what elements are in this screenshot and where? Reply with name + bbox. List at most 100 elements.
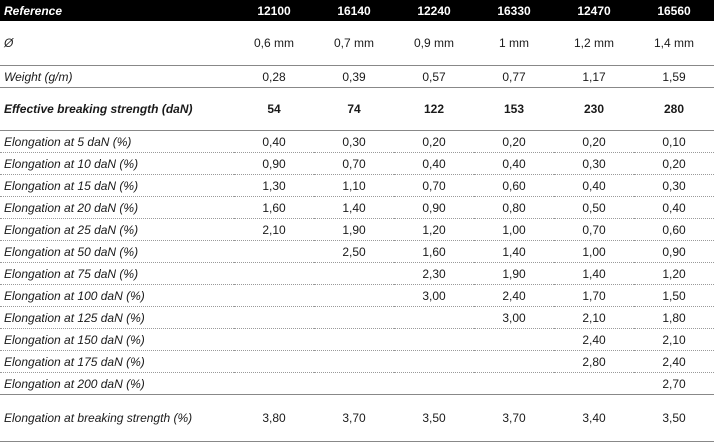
cell-value: 1,17 bbox=[554, 65, 634, 88]
cell-value: 0,50 bbox=[554, 196, 634, 219]
cell-value bbox=[394, 328, 474, 351]
cell-value: 2,30 bbox=[394, 262, 474, 285]
cell-value: 2,10 bbox=[234, 218, 314, 241]
cell-value: 0,6 mm bbox=[234, 21, 314, 66]
cell-value: 3,70 bbox=[474, 394, 554, 442]
elongation-row: Elongation at 125 daN (%) 3,00 2,10 1,80 bbox=[0, 306, 714, 329]
row-label: Elongation at breaking strength (%) bbox=[0, 394, 234, 442]
cell-value: 1,60 bbox=[234, 196, 314, 219]
cell-value: 0,40 bbox=[554, 174, 634, 197]
cell-value: 1,50 bbox=[634, 284, 714, 307]
cell-value: 3,70 bbox=[314, 394, 394, 442]
cell-value bbox=[314, 284, 394, 307]
header-label: Reference bbox=[0, 0, 234, 21]
cell-value: 122 bbox=[394, 87, 474, 131]
row-label: Elongation at 200 daN (%) bbox=[0, 372, 234, 395]
elongation-row: Elongation at 50 daN (%) 2,50 1,60 1,40 1,00… bbox=[0, 240, 714, 263]
cell-value bbox=[314, 372, 394, 395]
cell-value: 3,80 bbox=[234, 394, 314, 442]
cell-value: 230 bbox=[554, 87, 634, 131]
row-label: Effective breaking strength (daN) bbox=[0, 87, 234, 131]
cell-value bbox=[474, 372, 554, 395]
row-label: Elongation at 50 daN (%) bbox=[0, 240, 234, 263]
cell-value: 0,28 bbox=[234, 65, 314, 88]
weight-row: Weight (g/m) 0,28 0,39 0,57 0,77 1,17 1,… bbox=[0, 65, 714, 88]
cell-value: 3,00 bbox=[394, 284, 474, 307]
cell-value: 1,90 bbox=[474, 262, 554, 285]
cell-value: 1,00 bbox=[474, 218, 554, 241]
cell-value: 0,80 bbox=[474, 196, 554, 219]
breaking-elongation-row: Elongation at breaking strength (%) 3,80… bbox=[0, 394, 714, 442]
row-label: Ø bbox=[0, 21, 234, 66]
cell-value bbox=[234, 372, 314, 395]
cell-value: 1,40 bbox=[314, 196, 394, 219]
cell-value: 0,77 bbox=[474, 65, 554, 88]
cell-value: 0,70 bbox=[554, 218, 634, 241]
row-label: Elongation at 125 daN (%) bbox=[0, 306, 234, 329]
cell-value: 1,59 bbox=[634, 65, 714, 88]
cell-value: 2,70 bbox=[634, 372, 714, 395]
cell-value: 0,40 bbox=[474, 152, 554, 175]
cell-value bbox=[234, 350, 314, 373]
cell-value: 0,20 bbox=[554, 130, 634, 153]
cell-value: 1,60 bbox=[394, 240, 474, 263]
row-label: Elongation at 10 daN (%) bbox=[0, 152, 234, 175]
header-ref: 16560 bbox=[634, 0, 714, 21]
cell-value: 0,20 bbox=[474, 130, 554, 153]
cell-value bbox=[234, 262, 314, 285]
elongation-row: Elongation at 5 daN (%) 0,40 0,30 0,20 0,20 0… bbox=[0, 130, 714, 153]
cell-value: 0,70 bbox=[314, 152, 394, 175]
cell-value: 2,80 bbox=[554, 350, 634, 373]
breaking-strength-row: Effective breaking strength (daN) 54 74 … bbox=[0, 87, 714, 131]
cell-value: 1,70 bbox=[554, 284, 634, 307]
cell-value: 0,70 bbox=[394, 174, 474, 197]
cell-value: 54 bbox=[234, 87, 314, 131]
cell-value: 0,40 bbox=[394, 152, 474, 175]
cell-value: 0,30 bbox=[634, 174, 714, 197]
cell-value bbox=[474, 328, 554, 351]
cell-value: 74 bbox=[314, 87, 394, 131]
cell-value: 0,20 bbox=[394, 130, 474, 153]
row-label: Elongation at 15 daN (%) bbox=[0, 174, 234, 197]
cell-value bbox=[314, 328, 394, 351]
cell-value: 0,90 bbox=[634, 240, 714, 263]
cell-value bbox=[394, 350, 474, 373]
cell-value: 1,20 bbox=[394, 218, 474, 241]
row-label: Elongation at 175 daN (%) bbox=[0, 350, 234, 373]
cell-value: 3,40 bbox=[554, 394, 634, 442]
cell-value: 2,40 bbox=[634, 350, 714, 373]
cell-value bbox=[474, 350, 554, 373]
cell-value: 1,10 bbox=[314, 174, 394, 197]
cell-value: 0,40 bbox=[634, 196, 714, 219]
header-ref: 12240 bbox=[394, 0, 474, 21]
cell-value bbox=[394, 372, 474, 395]
cell-value: 3,00 bbox=[474, 306, 554, 329]
cell-value: 1,40 bbox=[554, 262, 634, 285]
cell-value bbox=[234, 240, 314, 263]
cell-value: 0,90 bbox=[234, 152, 314, 175]
elongation-row: Elongation at 10 daN (%) 0,90 0,70 0,40 0,40… bbox=[0, 152, 714, 175]
cell-value bbox=[234, 284, 314, 307]
cell-value bbox=[234, 306, 314, 329]
elongation-row: Elongation at 150 daN (%) 2,40 2,10 bbox=[0, 328, 714, 351]
cell-value: 1,30 bbox=[234, 174, 314, 197]
row-label: Elongation at 75 daN (%) bbox=[0, 262, 234, 285]
cell-value: 0,30 bbox=[554, 152, 634, 175]
elongation-row: Elongation at 20 daN (%) 1,60 1,40 0,90 0,80… bbox=[0, 196, 714, 219]
cell-value: 0,60 bbox=[474, 174, 554, 197]
cell-value bbox=[314, 306, 394, 329]
elongation-row: Elongation at 100 daN (%) 3,00 2,40 1,70 1,5… bbox=[0, 284, 714, 307]
elongation-row: Elongation at 175 daN (%) 2,80 2,40 bbox=[0, 350, 714, 373]
cell-value: 0,9 mm bbox=[394, 21, 474, 66]
row-label: Elongation at 25 daN (%) bbox=[0, 218, 234, 241]
cell-value: 0,20 bbox=[634, 152, 714, 175]
elongation-row: Elongation at 75 daN (%) 2,30 1,90 1,40 1,20 bbox=[0, 262, 714, 285]
cell-value: 0,10 bbox=[634, 130, 714, 153]
cell-value: 0,60 bbox=[634, 218, 714, 241]
cell-value: 2,50 bbox=[314, 240, 394, 263]
cell-value: 1,00 bbox=[554, 240, 634, 263]
cell-value: 3,50 bbox=[394, 394, 474, 442]
row-label: Weight (g/m) bbox=[0, 65, 234, 88]
elongation-row: Elongation at 25 daN (%) 2,10 1,90 1,20 1,00… bbox=[0, 218, 714, 241]
header-row: Reference 12100 16140 12240 16330 12470 … bbox=[0, 0, 714, 21]
